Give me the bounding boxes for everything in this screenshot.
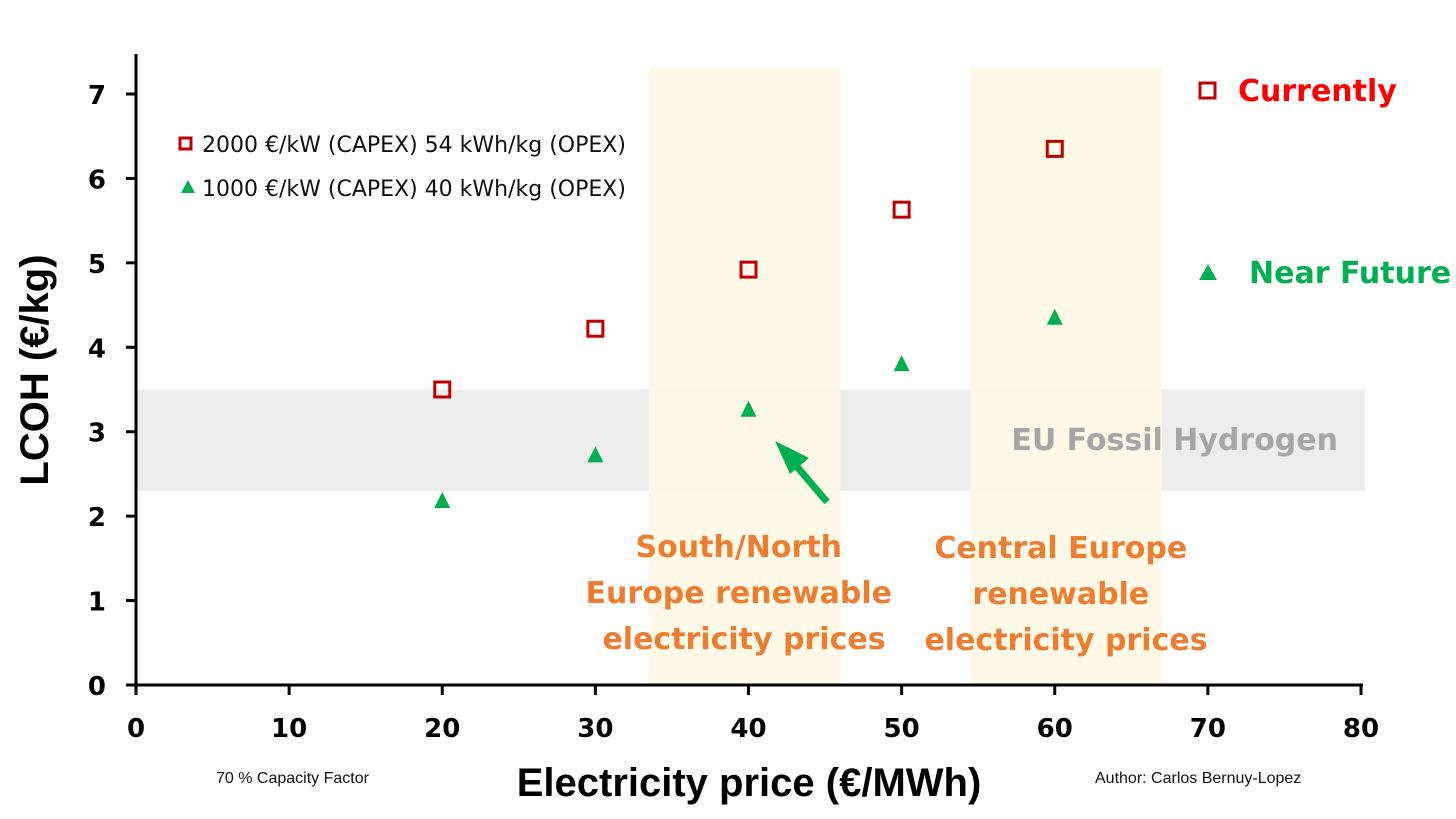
data-point-square (586, 319, 605, 338)
x-tick-label: 70 (1190, 714, 1226, 744)
x-tick-label: 20 (424, 714, 460, 744)
fossil-band-label: EU Fossil Hydrogen (1011, 423, 1338, 458)
arrow-shaft (790, 459, 830, 505)
axes-layer: 0 10 20 30 40 50 60 70 80 0 1 2 3 4 5 6 7 (88, 54, 1379, 744)
price-band-2 (970, 68, 1162, 685)
x-axis-label: Electricity price (€/MWh) (517, 761, 982, 805)
data-point-triangle (893, 355, 910, 372)
central-label-line-2: renewable (972, 577, 1149, 612)
near-future-label: Near Future (1249, 256, 1451, 291)
data-point-square (739, 260, 758, 279)
x-tick-label: 80 (1343, 714, 1379, 744)
south-north-band-label: South/North Europe renewable electricity… (586, 530, 903, 657)
currently-marker-icon (1198, 81, 1217, 100)
data-point-square (433, 380, 452, 399)
marks-layer (433, 139, 1064, 508)
central-europe-band-label: Central Europe renewable electricity pri… (924, 531, 1207, 658)
data-point-triangle (434, 491, 451, 508)
x-tick-label: 10 (271, 714, 307, 744)
south-north-label-line-1: South/North (636, 530, 842, 565)
legend-entry-2: 1000 €/kW (CAPEX) 40 kWh/kg (OPEX) (202, 177, 626, 202)
x-tick-label: 30 (577, 714, 613, 744)
y-tick-label: 0 (88, 672, 106, 702)
y-axis-label: LCOH (€/kg) (13, 254, 57, 485)
near-future-marker-icon (1199, 264, 1217, 280)
author-note: Author: Carlos Bernuy-Lopez (1095, 770, 1301, 787)
south-north-label-line-2: Europe renewable (586, 576, 892, 611)
central-label-line-3: electricity prices (924, 623, 1207, 658)
central-label-line-1: Central Europe (934, 531, 1187, 566)
data-point-triangle (740, 400, 757, 417)
x-tick-label: 50 (884, 714, 920, 744)
green-arrow (775, 441, 830, 505)
x-tick-label: 40 (730, 714, 766, 744)
legend-entry-1: 2000 €/kW (CAPEX) 54 kWh/kg (OPEX) (202, 133, 626, 158)
arrow-head (775, 441, 809, 474)
data-point-square (1045, 139, 1064, 158)
y-tick-label: 6 (88, 165, 106, 195)
south-north-label-line-3: electricity prices (602, 622, 885, 657)
y-tick-label: 2 (88, 503, 106, 533)
y-tick-label: 3 (88, 419, 106, 449)
legend-square-icon (178, 136, 193, 151)
data-point-triangle (587, 446, 604, 463)
y-tick-label: 7 (88, 81, 106, 111)
price-band-1 (648, 68, 841, 685)
data-point-triangle (1046, 308, 1063, 325)
annotation-layer: EU Fossil Hydrogen South/North Europe re… (13, 74, 1451, 805)
data-point-square (892, 200, 911, 219)
capacity-factor-note: 70 % Capacity Factor (216, 770, 370, 787)
currently-label: Currently (1238, 74, 1397, 109)
y-tick-label: 5 (88, 250, 106, 280)
y-tick-label: 4 (88, 334, 106, 364)
x-tick-label: 0 (127, 714, 145, 744)
legend-triangle-icon (181, 180, 195, 193)
x-tick-label: 60 (1037, 714, 1073, 744)
y-tick-label: 1 (88, 588, 106, 618)
